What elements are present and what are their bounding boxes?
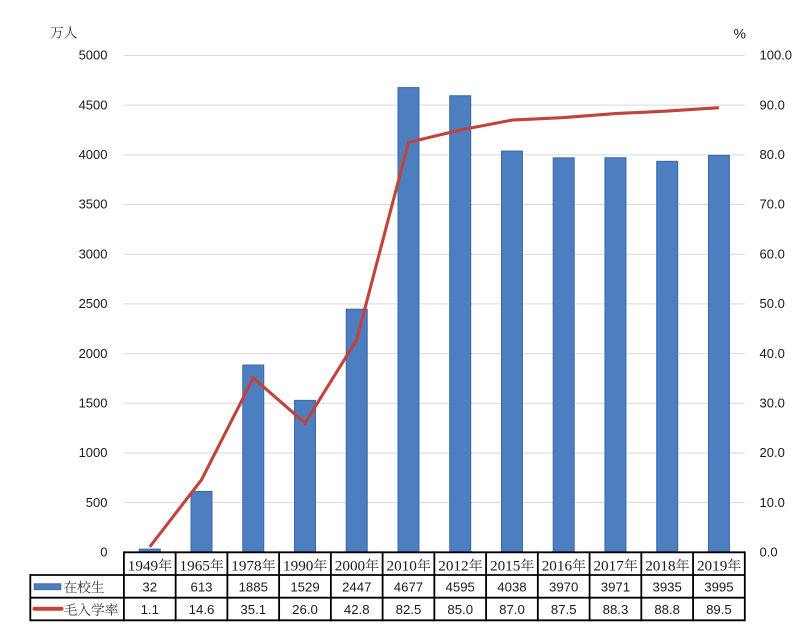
svg-text:1885: 1885 (239, 580, 268, 595)
svg-text:0: 0 (100, 545, 107, 560)
svg-text:3970: 3970 (549, 580, 578, 595)
svg-text:3500: 3500 (79, 197, 108, 212)
svg-text:50.0: 50.0 (760, 296, 785, 311)
svg-text:70.0: 70.0 (760, 197, 785, 212)
svg-text:4677: 4677 (394, 580, 423, 595)
svg-text:85.0: 85.0 (447, 602, 473, 617)
svg-text:20.0: 20.0 (760, 445, 785, 460)
svg-text:2019: 2019 (697, 558, 727, 575)
svg-text:88.3: 88.3 (603, 602, 629, 617)
svg-text:100.0: 100.0 (760, 48, 793, 63)
svg-text:1965: 1965 (180, 558, 210, 575)
svg-text:2018: 2018 (645, 558, 676, 575)
svg-text:2012: 2012 (438, 558, 468, 575)
svg-text:35.1: 35.1 (240, 602, 266, 617)
svg-text:3971: 3971 (601, 580, 630, 595)
svg-text:%: % (734, 26, 746, 42)
svg-text:90.0: 90.0 (760, 97, 785, 112)
svg-text:4500: 4500 (79, 97, 108, 112)
svg-text:32: 32 (142, 580, 157, 595)
svg-text:2015: 2015 (490, 558, 520, 575)
svg-text:2447: 2447 (342, 580, 371, 595)
svg-text:80.0: 80.0 (760, 147, 785, 162)
svg-text:0.0: 0.0 (760, 545, 778, 560)
svg-text:1529: 1529 (290, 580, 319, 595)
svg-text:5000: 5000 (79, 48, 108, 63)
svg-text:3000: 3000 (79, 246, 108, 261)
svg-text:2016: 2016 (542, 558, 573, 575)
svg-text:14.6: 14.6 (189, 602, 215, 617)
svg-text:4000: 4000 (79, 147, 108, 162)
svg-text:1.1: 1.1 (141, 602, 159, 617)
svg-text:87.5: 87.5 (551, 602, 577, 617)
svg-text:42.8: 42.8 (344, 602, 370, 617)
svg-text:89.5: 89.5 (706, 602, 732, 617)
svg-text:3935: 3935 (653, 580, 682, 595)
svg-text:88.8: 88.8 (654, 602, 680, 617)
svg-text:30.0: 30.0 (760, 395, 785, 410)
svg-text:60.0: 60.0 (760, 246, 785, 261)
svg-text:500: 500 (86, 495, 108, 510)
svg-text:1978: 1978 (231, 558, 262, 575)
svg-text:2000: 2000 (79, 346, 108, 361)
svg-text:1500: 1500 (79, 395, 108, 410)
svg-text:3995: 3995 (704, 580, 733, 595)
svg-text:2017: 2017 (593, 558, 624, 575)
svg-text:4038: 4038 (497, 580, 526, 595)
svg-text:10.0: 10.0 (760, 495, 785, 510)
svg-text:87.0: 87.0 (499, 602, 525, 617)
svg-text:2000: 2000 (335, 558, 366, 575)
svg-text:1990: 1990 (283, 558, 314, 575)
svg-text:2500: 2500 (79, 296, 108, 311)
svg-text:82.5: 82.5 (396, 602, 422, 617)
svg-text:2010: 2010 (386, 558, 417, 575)
svg-text:4595: 4595 (446, 580, 475, 595)
svg-text:40.0: 40.0 (760, 346, 785, 361)
svg-text:1949: 1949 (128, 558, 158, 575)
svg-text:613: 613 (191, 580, 213, 595)
svg-text:26.0: 26.0 (292, 602, 318, 617)
svg-text:1000: 1000 (79, 445, 108, 460)
